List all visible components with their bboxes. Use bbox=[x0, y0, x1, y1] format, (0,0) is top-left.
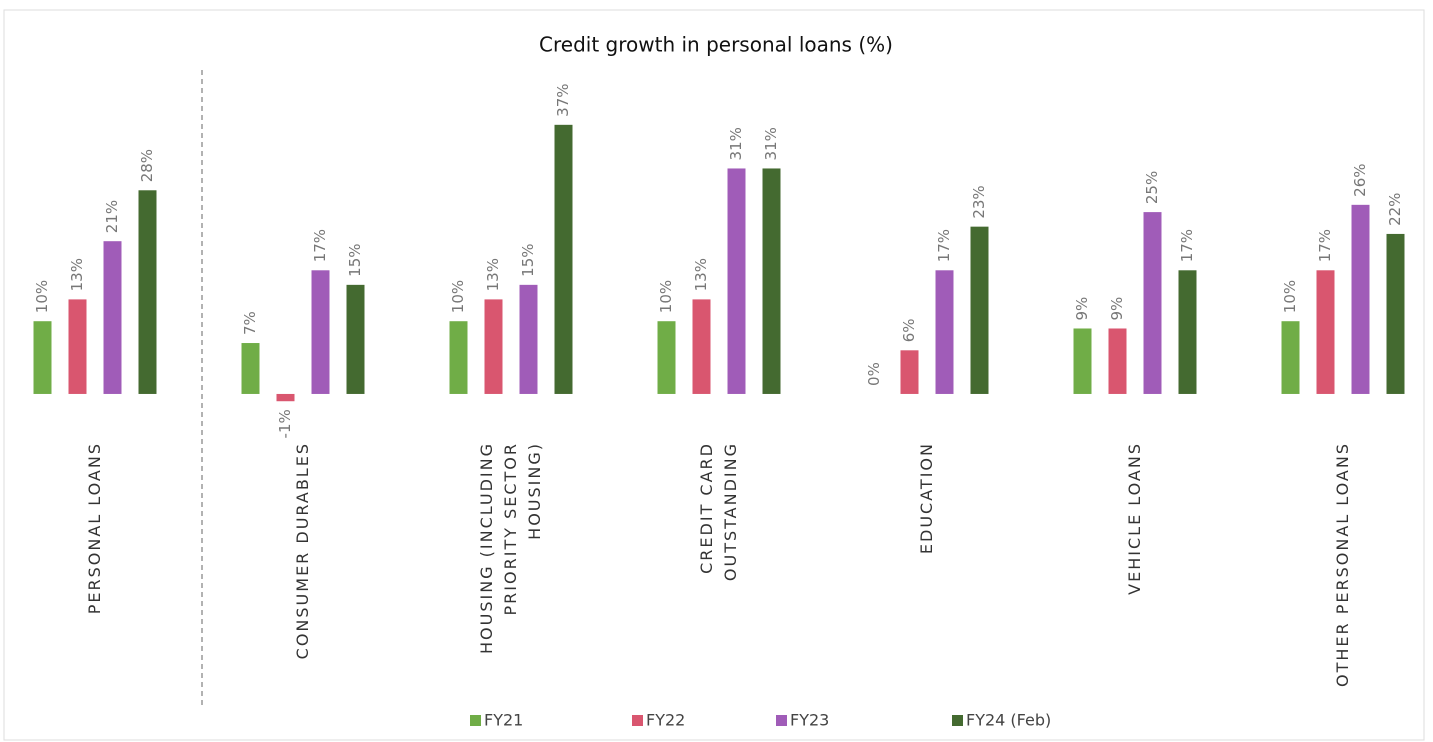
bar bbox=[519, 284, 538, 394]
value-label: 10% bbox=[33, 280, 51, 313]
bar bbox=[1386, 233, 1405, 394]
bar bbox=[1073, 328, 1092, 394]
value-label: 15% bbox=[346, 244, 364, 277]
bar bbox=[346, 284, 365, 394]
category-line: PRIORITY SECTOR bbox=[501, 442, 520, 615]
category-label: OTHER PERSONAL LOANS bbox=[1333, 442, 1352, 687]
value-label: 9% bbox=[1073, 297, 1091, 321]
legend-label: FY22 bbox=[646, 711, 685, 730]
legend-label: FY24 (Feb) bbox=[966, 711, 1051, 730]
bar bbox=[692, 299, 711, 394]
value-label: 10% bbox=[449, 280, 467, 313]
value-label: 31% bbox=[727, 127, 745, 160]
legend-swatch bbox=[470, 715, 481, 726]
bar bbox=[1316, 270, 1335, 394]
category-line: HOUSING (INCLUDING bbox=[477, 442, 496, 654]
bar bbox=[935, 270, 954, 394]
value-label: -1% bbox=[276, 409, 294, 438]
bar bbox=[762, 168, 781, 394]
value-label: 7% bbox=[241, 311, 259, 335]
category-line: PERSONAL LOANS bbox=[85, 442, 104, 614]
bar bbox=[727, 168, 746, 394]
legend-label: FY21 bbox=[484, 711, 523, 730]
bar bbox=[449, 321, 468, 394]
bar bbox=[970, 226, 989, 394]
value-label: 28% bbox=[138, 149, 156, 182]
legend-swatch bbox=[776, 715, 787, 726]
bar bbox=[554, 124, 573, 394]
category-label-group: CREDIT CARD OUTSTANDING bbox=[697, 442, 740, 581]
value-label: 23% bbox=[970, 185, 988, 218]
bar bbox=[1143, 212, 1162, 394]
value-label: 13% bbox=[484, 258, 502, 291]
category-line: CREDIT CARD bbox=[697, 442, 716, 574]
bar bbox=[276, 393, 295, 402]
category-line: HOUSING) bbox=[525, 442, 544, 540]
chart-title: Credit growth in personal loans (%) bbox=[539, 33, 893, 57]
category-line: OUTSTANDING bbox=[721, 442, 740, 581]
value-label: 6% bbox=[900, 319, 918, 343]
bar bbox=[1351, 204, 1370, 394]
bar bbox=[33, 321, 52, 394]
category-label-group: OTHER PERSONAL LOANS bbox=[1333, 442, 1352, 687]
category-label-group: PERSONAL LOANS bbox=[85, 442, 104, 614]
bar bbox=[103, 241, 122, 394]
value-label: 37% bbox=[554, 83, 572, 116]
value-label: 31% bbox=[762, 127, 780, 160]
value-label: 17% bbox=[935, 229, 953, 262]
value-label: 21% bbox=[103, 200, 121, 233]
category-label-group: HOUSING (INCLUDING PRIORITY SECTOR HOUSING… bbox=[477, 442, 544, 654]
legend-swatch bbox=[632, 715, 643, 726]
bar bbox=[241, 343, 260, 394]
value-label: 9% bbox=[1108, 297, 1126, 321]
category-line: EDUCATION bbox=[917, 442, 936, 554]
category-line: CONSUMER DURABLES bbox=[293, 442, 312, 659]
value-label: 26% bbox=[1351, 163, 1369, 196]
category-label: CONSUMER DURABLES bbox=[293, 442, 312, 659]
value-label: 15% bbox=[519, 244, 537, 277]
category-label: EDUCATION bbox=[917, 442, 936, 554]
value-label: 10% bbox=[1281, 280, 1299, 313]
value-label: 17% bbox=[1178, 229, 1196, 262]
value-label: 13% bbox=[68, 258, 86, 291]
category-label-group: EDUCATION bbox=[917, 442, 936, 554]
bar bbox=[138, 190, 157, 394]
bar bbox=[311, 270, 330, 394]
category-line: VEHICLE LOANS bbox=[1125, 442, 1144, 595]
value-label: 13% bbox=[692, 258, 710, 291]
value-label: 17% bbox=[311, 229, 329, 262]
bar bbox=[68, 299, 87, 394]
bar bbox=[1108, 328, 1127, 394]
category-label: VEHICLE LOANS bbox=[1125, 442, 1144, 595]
category-line: OTHER PERSONAL LOANS bbox=[1333, 442, 1352, 687]
value-label: 25% bbox=[1143, 171, 1161, 204]
bar bbox=[1178, 270, 1197, 394]
bar bbox=[657, 321, 676, 394]
category-label-group: VEHICLE LOANS bbox=[1125, 442, 1144, 595]
frame bbox=[3, 9, 1425, 741]
bar bbox=[484, 299, 503, 394]
value-label: 10% bbox=[657, 280, 675, 313]
bar bbox=[1281, 321, 1300, 394]
value-label: 17% bbox=[1316, 229, 1334, 262]
category-label-group: CONSUMER DURABLES bbox=[293, 442, 312, 659]
category-label: PERSONAL LOANS bbox=[85, 442, 104, 614]
category-label: CREDIT CARD OUTSTANDING bbox=[697, 442, 740, 581]
bar bbox=[900, 350, 919, 394]
value-label: 22% bbox=[1386, 193, 1404, 226]
legend-swatch bbox=[952, 715, 963, 726]
value-label: 0% bbox=[865, 362, 883, 386]
category-label: HOUSING (INCLUDING PRIORITY SECTOR HOUSING… bbox=[477, 442, 544, 654]
legend-label: FY23 bbox=[790, 711, 829, 730]
